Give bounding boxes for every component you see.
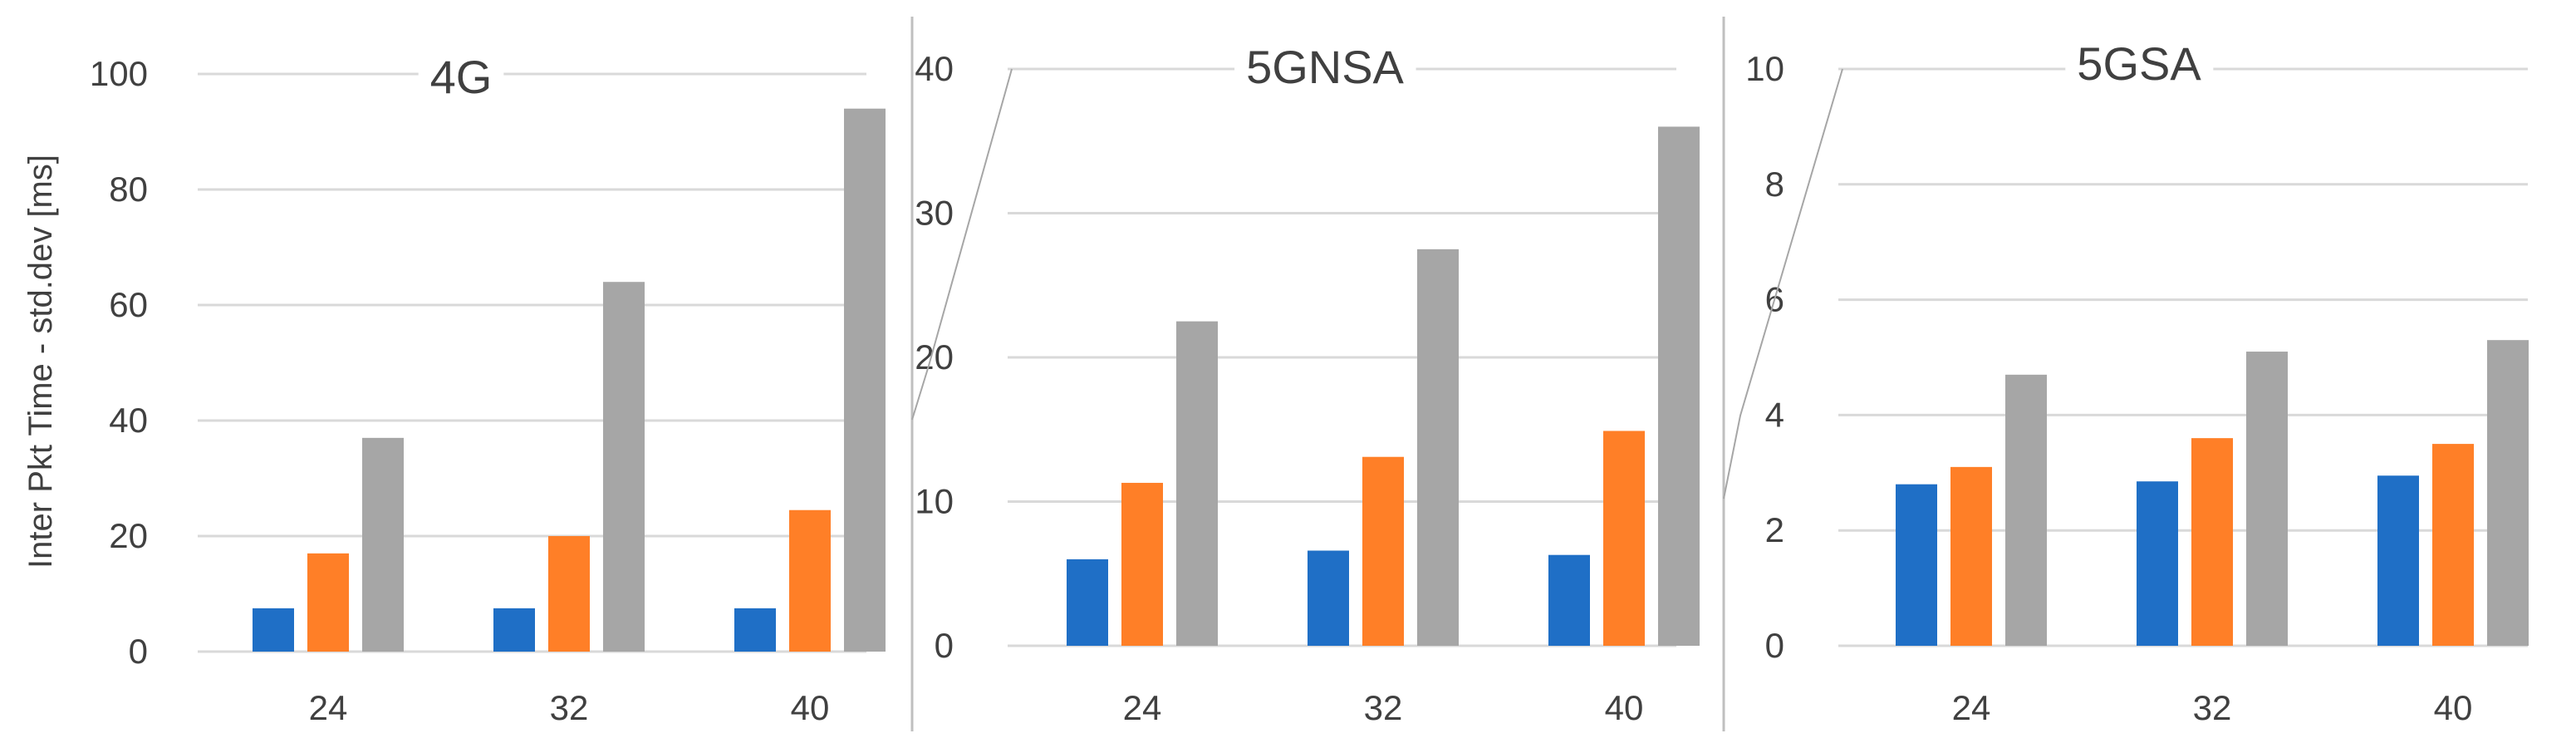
- y-tick-label: 100: [90, 54, 148, 93]
- x-tick-label: 24: [1952, 688, 1991, 727]
- y-tick-label: 0: [129, 632, 148, 671]
- y-tick-label: 10: [915, 482, 954, 521]
- x-tick-label: 32: [550, 688, 589, 727]
- bar: [362, 437, 404, 652]
- bar: [1896, 484, 1937, 646]
- y-axis-label: Inter Pkt Time - std.dev [ms]: [22, 155, 59, 568]
- x-tick-label: 32: [2193, 688, 2232, 727]
- bar: [1176, 321, 1218, 646]
- y-tick-label: 30: [915, 194, 954, 233]
- bar: [1121, 482, 1163, 646]
- y-tick-label: 40: [109, 401, 148, 440]
- chart-title: 5GNSA: [1246, 41, 1404, 93]
- bar: [1067, 559, 1108, 646]
- y-tick-label: 10: [1745, 49, 1784, 88]
- zoom-connector: [911, 68, 1013, 421]
- bar: [1658, 126, 1700, 646]
- bar: [2137, 481, 2178, 646]
- x-tick-label: 40: [2434, 688, 2473, 727]
- zoom-connector: [1723, 68, 1843, 500]
- x-tick-label: 32: [1364, 688, 1403, 727]
- y-tick-label: 60: [109, 285, 148, 324]
- bar: [1308, 550, 1349, 646]
- bar: [1603, 431, 1645, 646]
- y-tick-label: 80: [109, 170, 148, 209]
- bar: [2191, 438, 2233, 646]
- chart-title-background: [2065, 41, 2214, 86]
- x-tick-label: 24: [309, 688, 348, 727]
- x-tick-label: 24: [1123, 688, 1162, 727]
- bar: [603, 282, 645, 652]
- bar: [1548, 554, 1590, 646]
- chart-title-background: [1234, 44, 1416, 90]
- bar: [253, 608, 294, 652]
- bar: [2005, 374, 2047, 646]
- bar: [789, 509, 831, 652]
- x-tick-label: 40: [791, 688, 830, 727]
- bar: [548, 536, 590, 652]
- bar: [734, 608, 776, 652]
- bar: [307, 553, 349, 652]
- bar: [493, 608, 535, 652]
- chart-title: 4G: [430, 51, 493, 103]
- y-tick-label: 2: [1765, 510, 1784, 549]
- y-tick-label: 20: [109, 516, 148, 555]
- bar: [1362, 456, 1404, 646]
- bar: [1417, 249, 1459, 646]
- bar: [2377, 475, 2419, 646]
- chart-title: 5GSA: [2077, 37, 2201, 90]
- y-tick-label: 40: [915, 49, 954, 88]
- bar: [844, 108, 886, 652]
- chart-title-background: [418, 54, 504, 100]
- bar: [2246, 352, 2288, 646]
- y-tick-label: 8: [1765, 165, 1784, 204]
- y-tick-label: 0: [1765, 626, 1784, 665]
- y-tick-label: 0: [935, 626, 954, 665]
- bar: [2432, 444, 2474, 646]
- y-tick-label: 4: [1765, 395, 1784, 434]
- bar: [1950, 466, 1992, 646]
- bar: [2487, 340, 2529, 646]
- x-tick-label: 40: [1605, 688, 1644, 727]
